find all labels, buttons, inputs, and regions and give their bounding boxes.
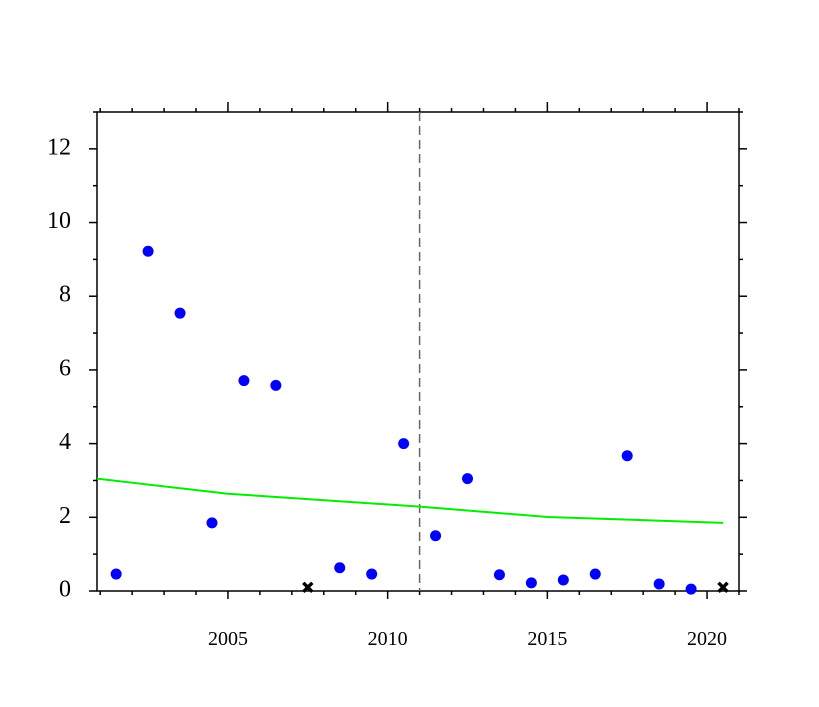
y-tick-label: 12 (47, 134, 71, 160)
data-point (589, 568, 601, 580)
trend-line (96, 477, 724, 524)
data-point (238, 375, 250, 387)
data-point (525, 577, 537, 589)
data-point (462, 473, 474, 485)
y-tick-label: 2 (59, 503, 71, 529)
data-point (398, 438, 410, 450)
data-point (334, 562, 346, 574)
data-point (557, 574, 569, 586)
y-tick-label: 6 (59, 355, 71, 381)
data-point (174, 307, 186, 319)
data-point (270, 379, 282, 391)
data-point (142, 245, 154, 257)
data-point (621, 450, 633, 462)
plot-frame (96, 111, 740, 592)
data-point (366, 568, 378, 580)
data-point (110, 568, 122, 580)
y-tick-label: 0 (59, 577, 71, 603)
data-point (430, 530, 442, 542)
x-tick-label: 2015 (527, 628, 567, 650)
y-tick-label: 8 (59, 282, 71, 308)
x-tick-label: 2005 (208, 628, 248, 650)
y-tick-label: 10 (47, 208, 71, 234)
data-point (685, 583, 697, 595)
data-point-x (717, 581, 729, 594)
data-point-x (302, 581, 314, 594)
x-tick-label: 2010 (368, 628, 408, 650)
y-tick-label: 4 (59, 429, 71, 455)
data-point (493, 569, 505, 581)
data-point (653, 578, 665, 590)
data-point (206, 517, 218, 529)
x-tick-label: 2020 (687, 628, 727, 650)
